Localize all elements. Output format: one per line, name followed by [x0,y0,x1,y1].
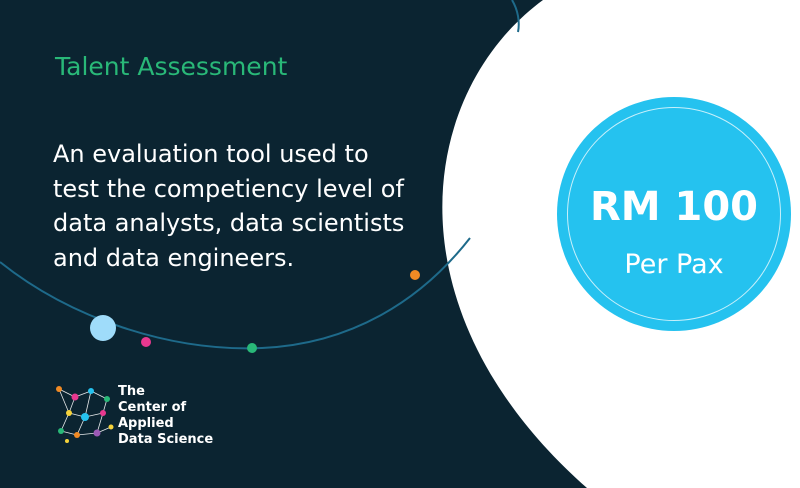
price-badge: RM 100 Per Pax [557,97,791,331]
description: An evaluation tool used to test the comp… [53,137,443,275]
logo-line: Data Science [118,432,214,447]
orbit-dot-pink [141,337,151,347]
network-icon [56,386,114,443]
page-title: Talent Assessment [55,52,288,81]
orbit-dot-green [247,343,257,353]
description-line: and data engineers. [53,243,295,272]
description-line: data analysts, data scientists [53,209,405,237]
orbit-dot-light-blue [90,315,116,341]
orbit-line [0,237,471,350]
logo-line: Center of [118,400,187,415]
orbit-line-top [511,0,520,33]
price-amount: RM 100 [589,184,759,230]
description-line: An evaluation tool used to [53,140,369,168]
logo-line: The [118,384,145,399]
logo-text: The Center of Applied Data Science [118,384,213,448]
orbit-dot-orange [410,270,420,280]
logo-line: Applied [118,416,174,431]
price-unit: Per Pax [624,249,724,280]
dark-panel [0,0,587,488]
description-line: test the competiency level of [53,174,404,203]
